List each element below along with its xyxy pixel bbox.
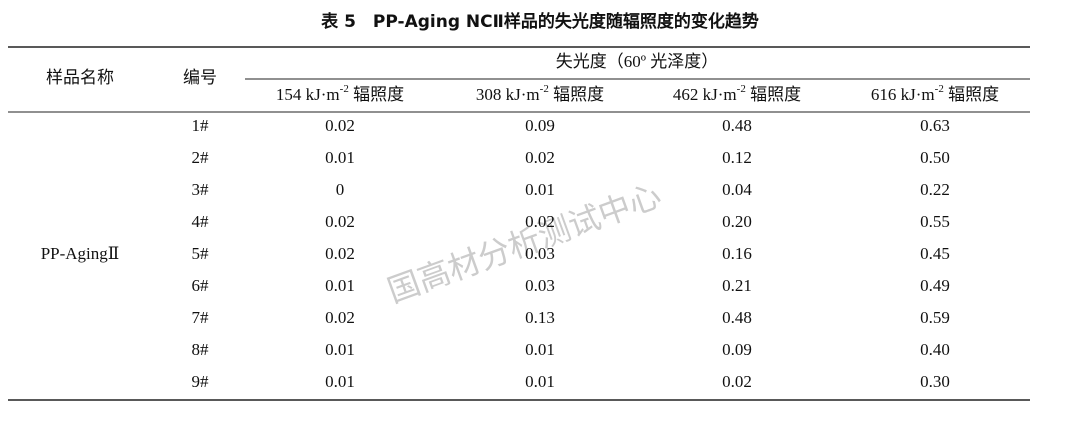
row-number: 4# xyxy=(192,212,210,231)
cell: 0.03 xyxy=(525,276,555,295)
cell: 0.02 xyxy=(325,116,355,135)
cell: 0.01 xyxy=(525,340,555,359)
row-number: 7# xyxy=(192,308,210,327)
row-number: 2# xyxy=(192,148,210,167)
cell: 0.63 xyxy=(920,116,950,135)
cell: 0.01 xyxy=(325,276,355,295)
cell: 0.01 xyxy=(525,372,555,391)
column-header: 308 kJ·m-2 辐照度 xyxy=(476,83,604,104)
header-text: 辐照度 xyxy=(746,85,801,104)
column-header: 616 kJ·m-2 辐照度 xyxy=(871,83,999,104)
column-header: 154 kJ·m-2 辐照度 xyxy=(276,83,404,104)
cell: 0.09 xyxy=(525,116,555,135)
cell: 0.59 xyxy=(920,308,950,327)
header-superscript: -2 xyxy=(935,83,944,95)
cell: 0.02 xyxy=(325,212,355,231)
table-title: 表 5 PP-Aging NCⅡ样品的失光度随辐照度的变化趋势 xyxy=(321,11,759,32)
cell: 0.01 xyxy=(325,148,355,167)
cell: 0.03 xyxy=(525,244,555,263)
row-number: 8# xyxy=(192,340,210,359)
cell: 0.02 xyxy=(722,372,752,391)
row-number: 6# xyxy=(192,276,210,295)
cell: 0.02 xyxy=(525,148,555,167)
cell: 0.49 xyxy=(920,276,950,295)
cell: 0.55 xyxy=(920,212,950,231)
row-number: 3# xyxy=(192,180,210,199)
header-text: 308 kJ·m xyxy=(476,85,540,104)
sample-name: PP-AgingⅡ xyxy=(41,244,120,263)
header-cell: 样品名称 xyxy=(46,68,114,87)
header-text: 辐照度 xyxy=(549,85,604,104)
header-superscript: -2 xyxy=(340,83,349,95)
cell: 0.01 xyxy=(525,180,555,199)
header-text: 462 kJ·m xyxy=(673,85,737,104)
group-header: 失光度（60º 光泽度） xyxy=(556,52,719,71)
header-text: 616 kJ·m xyxy=(871,85,935,104)
header-superscript: -2 xyxy=(540,83,549,95)
cell: 0.21 xyxy=(722,276,752,295)
row-number: 9# xyxy=(192,372,210,391)
cell: 0.02 xyxy=(525,212,555,231)
header-superscript: -2 xyxy=(737,83,746,95)
header-text: 154 kJ·m xyxy=(276,85,340,104)
cell: 0.45 xyxy=(920,244,950,263)
row-number: 5# xyxy=(192,244,210,263)
cell: 0.09 xyxy=(722,340,752,359)
cell: 0.48 xyxy=(722,116,752,135)
column-header: 462 kJ·m-2 辐照度 xyxy=(673,83,801,104)
header-text: 辐照度 xyxy=(944,85,999,104)
cell: 0.01 xyxy=(325,340,355,359)
cell: 0.48 xyxy=(722,308,752,327)
cell: 0.02 xyxy=(325,244,355,263)
cell: 0.04 xyxy=(722,180,752,199)
cell: 0.40 xyxy=(920,340,950,359)
cell: 0 xyxy=(336,180,345,199)
cell: 0.12 xyxy=(722,148,752,167)
cell: 0.30 xyxy=(920,372,950,391)
cell: 0.13 xyxy=(525,308,555,327)
row-number: 1# xyxy=(192,116,210,135)
header-text: 辐照度 xyxy=(349,85,404,104)
cell: 0.01 xyxy=(325,372,355,391)
cell: 0.16 xyxy=(722,244,752,263)
header-cell: 编号 xyxy=(183,68,217,87)
cell: 0.20 xyxy=(722,212,752,231)
cell: 0.02 xyxy=(325,308,355,327)
cell: 0.50 xyxy=(920,148,950,167)
cell: 0.22 xyxy=(920,180,950,199)
